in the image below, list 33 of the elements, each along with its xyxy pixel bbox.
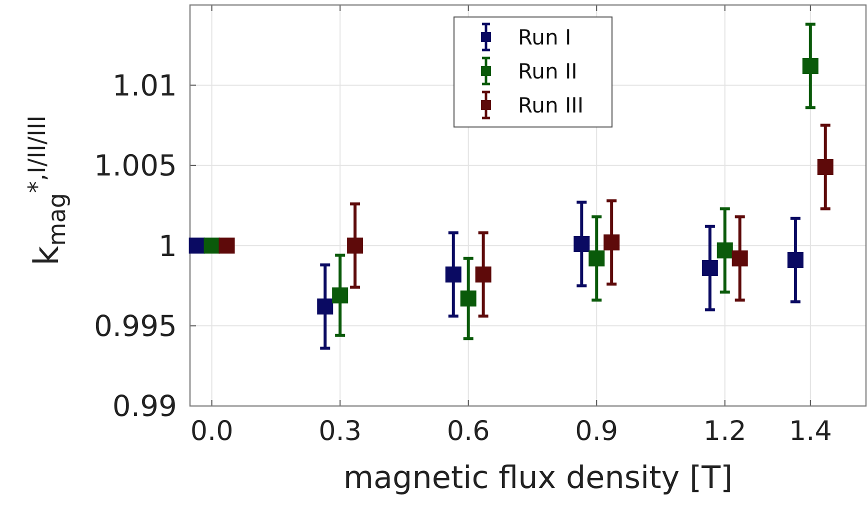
point — [604, 234, 620, 250]
point — [204, 238, 220, 254]
point — [817, 159, 834, 176]
point — [475, 266, 492, 282]
y-tick-label: 0.995 — [94, 308, 177, 343]
y-tick-label: 1 — [158, 228, 177, 263]
y-tick-label: 1.005 — [94, 148, 177, 183]
point — [347, 238, 364, 254]
point — [732, 250, 748, 266]
point — [588, 250, 605, 266]
x-tick-label: 1.4 — [788, 416, 832, 447]
y-tick-label: 0.99 — [112, 389, 177, 424]
point — [787, 252, 804, 268]
point — [188, 238, 205, 254]
x-axis-title: magnetic flux density [T] — [343, 460, 733, 496]
point — [574, 236, 590, 252]
legend-label: Run I — [518, 25, 572, 50]
x-tick-label: 0.9 — [575, 416, 618, 447]
x-tick-label: 0.6 — [446, 416, 490, 447]
point — [218, 238, 235, 254]
point — [460, 290, 476, 307]
point — [702, 260, 718, 276]
point — [332, 287, 348, 304]
x-tick-label: 0.0 — [190, 416, 234, 447]
point — [445, 266, 462, 282]
point — [716, 242, 733, 258]
legend-label: Run III — [518, 93, 584, 118]
point — [802, 58, 818, 74]
y-tick-label: 1.01 — [112, 68, 177, 102]
point — [317, 298, 334, 315]
legend-label: Run II — [518, 59, 578, 84]
x-tick-label: 1.2 — [703, 416, 746, 447]
x-tick-label: 0.3 — [318, 416, 362, 447]
